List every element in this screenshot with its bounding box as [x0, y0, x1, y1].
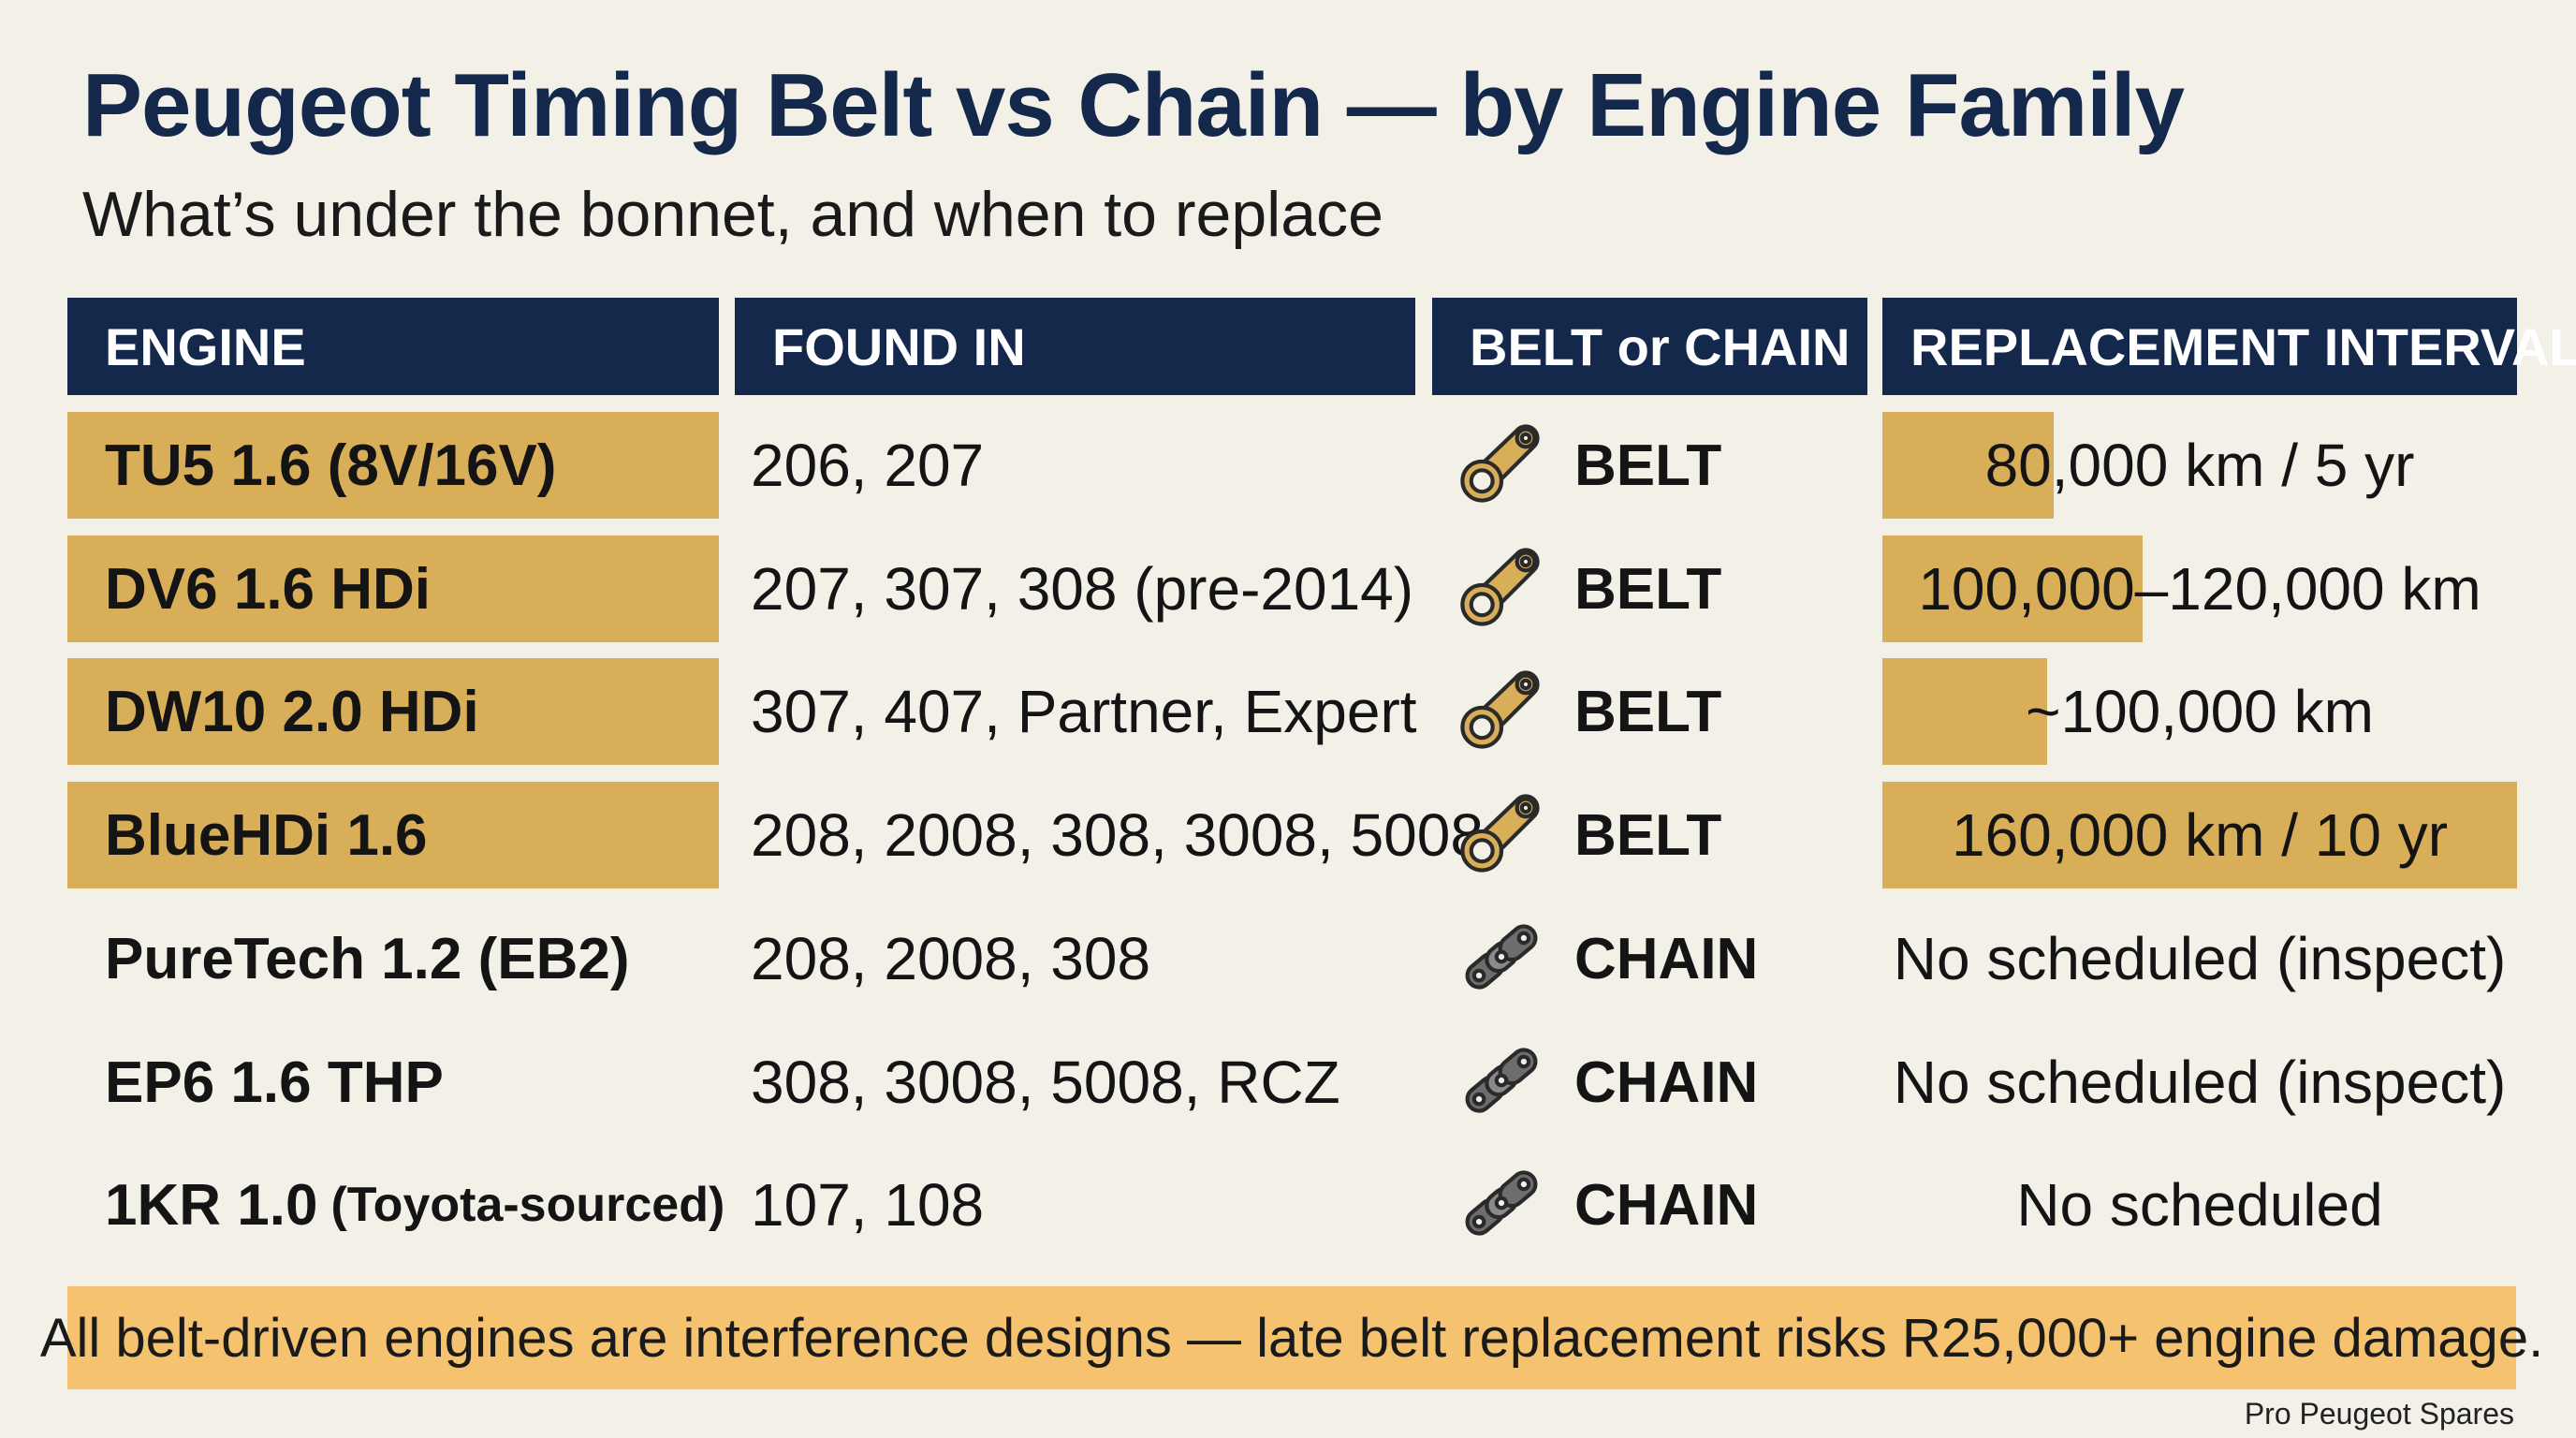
drive-type-cell: CHAIN	[1453, 905, 1865, 1012]
interval-cell: No scheduled	[1882, 1152, 2517, 1258]
found-in-cell: 208, 2008, 308	[751, 925, 1151, 992]
found-in-cell: 207, 307, 308 (pre-2014)	[751, 555, 1414, 623]
engine-name: 1KR 1.0	[105, 1172, 318, 1238]
engine-cell: EP6 1.6 THP	[67, 1029, 719, 1136]
drive-type-label: BELT	[1574, 433, 1722, 498]
drive-type-cell: BELT	[1453, 412, 1865, 519]
table-row: PureTech 1.2 (EB2) 208, 2008, 308 CHAIN No …	[0, 905, 2576, 1012]
drive-type-cell: BELT	[1453, 782, 1865, 888]
drive-type-cell: CHAIN	[1453, 1029, 1865, 1136]
interval-cell: 100,000–120,000 km	[1882, 536, 2517, 642]
drive-type-label: CHAIN	[1574, 926, 1759, 991]
interval-label: No scheduled	[2016, 1171, 2383, 1239]
found-in-cell: 206, 207	[751, 432, 985, 499]
interval-label: ~100,000 km	[2026, 678, 2374, 745]
column-header-replacement-interval: REPLACEMENT INTERVAL	[1882, 298, 2576, 395]
interval-cell: No scheduled (inspect)	[1882, 905, 2517, 1012]
credit-label: Pro Peugeot Spares	[2244, 1397, 2514, 1431]
table-row: EP6 1.6 THP 308, 3008, 5008, RCZ CHAIN No s…	[0, 1029, 2576, 1136]
table-row: DW10 2.0 HDi 307, 407, Partner, Expert BEL…	[0, 658, 2576, 765]
table-row: BlueHDi 1.6 208, 2008, 308, 3008, 5008 BEL…	[0, 782, 2576, 888]
column-header-found-in: FOUND IN	[735, 298, 1415, 395]
page-title: Peugeot Timing Belt vs Chain — by Engine…	[82, 55, 2185, 155]
drive-type-label: BELT	[1574, 556, 1722, 622]
chain-link-icon	[1453, 1032, 1574, 1134]
belt-pulley-icon	[1453, 538, 1574, 640]
drive-type-label: BELT	[1574, 679, 1722, 744]
engine-name: DW10 2.0 HDi	[105, 679, 479, 744]
drive-type-cell: BELT	[1453, 536, 1865, 642]
engine-cell: 1KR 1.0 (Toyota-sourced)	[67, 1152, 724, 1258]
belt-pulley-icon	[1453, 415, 1574, 517]
found-in-cell: 307, 407, Partner, Expert	[751, 678, 1417, 745]
drive-type-label: CHAIN	[1574, 1049, 1759, 1115]
chain-link-icon	[1453, 908, 1574, 1010]
chain-link-icon	[1453, 1154, 1574, 1256]
engine-suffix: (Toyota-sourced)	[330, 1178, 725, 1232]
engine-name: EP6 1.6 THP	[105, 1049, 444, 1115]
interval-label: 80,000 km / 5 yr	[1984, 432, 2415, 499]
interval-bar	[1882, 536, 2143, 642]
drive-type-label: CHAIN	[1574, 1172, 1759, 1238]
interval-bar	[1882, 412, 2055, 519]
engine-name: TU5 1.6 (8V/16V)	[105, 433, 557, 498]
drive-type-label: BELT	[1574, 802, 1722, 868]
interval-label: 100,000–120,000 km	[1918, 555, 2481, 623]
table-row: 1KR 1.0 (Toyota-sourced) 107, 108 CHAIN No s…	[0, 1152, 2576, 1258]
found-in-cell: 308, 3008, 5008, RCZ	[751, 1049, 1340, 1116]
interval-cell: 80,000 km / 5 yr	[1882, 412, 2517, 519]
drive-type-cell: CHAIN	[1453, 1152, 1865, 1258]
engine-name: DV6 1.6 HDi	[105, 556, 432, 622]
interval-label: No scheduled (inspect)	[1893, 925, 2507, 992]
page-subtitle: What’s under the bonnet, and when to rep…	[82, 179, 1383, 250]
found-in-cell: 107, 108	[751, 1171, 985, 1239]
engine-cell: TU5 1.6 (8V/16V)	[67, 412, 719, 519]
column-header-engine: ENGINE	[67, 298, 719, 395]
table-row: DV6 1.6 HDi 207, 307, 308 (pre-2014) BELT 1…	[0, 536, 2576, 642]
engine-cell: DW10 2.0 HDi	[67, 658, 719, 765]
interval-label: No scheduled (inspect)	[1893, 1049, 2507, 1116]
engine-cell: PureTech 1.2 (EB2)	[67, 905, 719, 1012]
belt-pulley-icon	[1453, 661, 1574, 763]
interval-label: 160,000 km / 10 yr	[1951, 801, 2449, 869]
interval-cell: 160,000 km / 10 yr	[1882, 782, 2517, 888]
interval-bar	[1882, 782, 2517, 888]
footer-note: All belt-driven engines are interference…	[40, 1286, 2543, 1389]
table-row: TU5 1.6 (8V/16V) 206, 207 BELT 80,000 km / …	[0, 412, 2576, 519]
column-header-belt-or-chain: BELT or CHAIN	[1432, 298, 1867, 395]
engine-cell: BlueHDi 1.6	[67, 782, 719, 888]
belt-pulley-icon	[1453, 785, 1574, 887]
drive-type-cell: BELT	[1453, 658, 1865, 765]
engine-name: BlueHDi 1.6	[105, 802, 428, 868]
interval-cell: ~100,000 km	[1882, 658, 2517, 765]
found-in-cell: 208, 2008, 308, 3008, 5008	[751, 801, 1484, 869]
engine-name: PureTech 1.2 (EB2)	[105, 926, 630, 991]
engine-cell: DV6 1.6 HDi	[67, 536, 719, 642]
interval-cell: No scheduled (inspect)	[1882, 1029, 2517, 1136]
interval-bar	[1882, 658, 2048, 765]
